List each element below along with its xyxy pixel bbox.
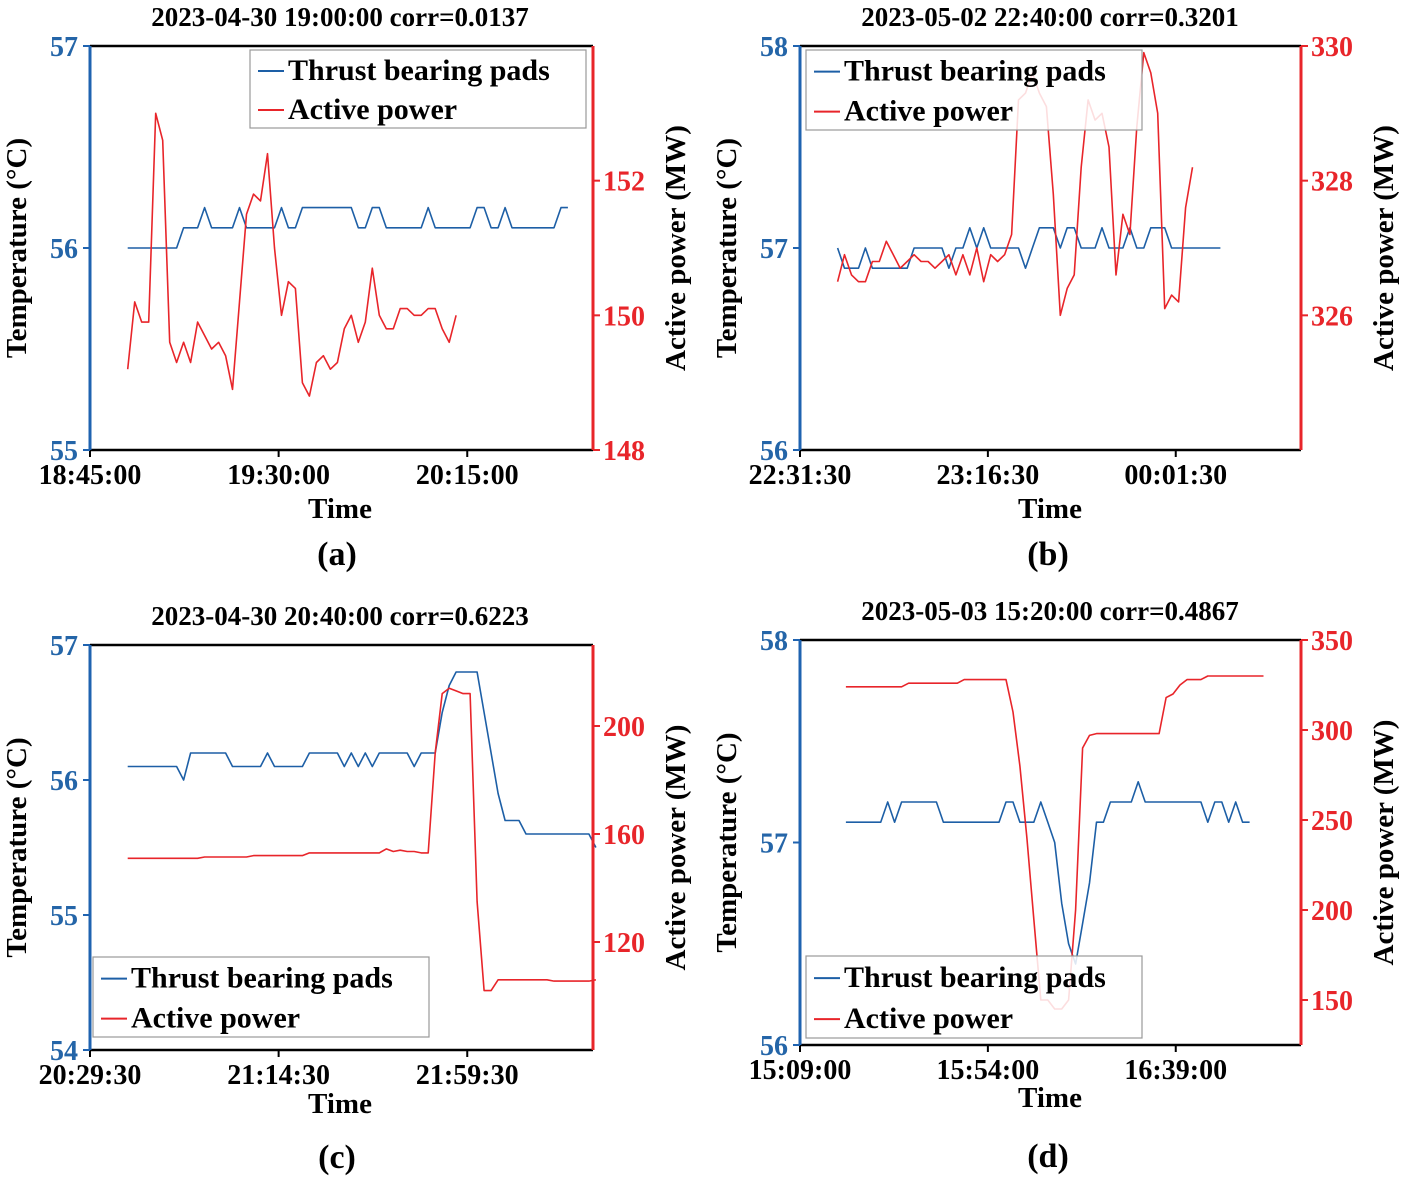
- panel-b: 22:31:30 23:16:30 00:01:30 56 57 58 326 328 330 2…: [711, 2, 1400, 573]
- left-y-tick-label: 55: [50, 436, 78, 467]
- x-axis-label: Time: [1018, 493, 1082, 525]
- right-y-tick-label: 160: [603, 820, 645, 851]
- panel-label: (a): [317, 536, 357, 573]
- legend-temperature-label: Thrust bearing pads: [844, 55, 1106, 88]
- temperature-series-line: [836, 227, 1221, 270]
- x-axis-label: Time: [308, 1088, 372, 1120]
- right-y-tick-label: 328: [1311, 167, 1353, 198]
- temperature-series-line: [845, 780, 1250, 965]
- panel-label: (c): [318, 1139, 356, 1176]
- x-tick-label: 20:29:30: [39, 1060, 142, 1091]
- left-y-tick-label: 56: [760, 1031, 788, 1062]
- right-y-tick-label: 200: [603, 712, 645, 743]
- legend: Thrust bearing pads Active power: [92, 956, 430, 1038]
- panel-d: 15:09:00 15:54:00 16:39:00 56 57 58 150 200 250 3…: [711, 596, 1400, 1175]
- right-y-tick-label: 350: [1311, 626, 1353, 657]
- x-tick-label: 15:09:00: [749, 1055, 852, 1086]
- panel-label: (d): [1027, 1138, 1069, 1175]
- legend-box: [805, 49, 1143, 131]
- left-y-tick-label: 57: [50, 631, 78, 662]
- right-y-tick-label: 300: [1311, 716, 1353, 747]
- legend-power-label: Active power: [131, 1002, 300, 1035]
- right-y-tick-label: 330: [1311, 32, 1353, 63]
- right-y-tick-label: 150: [603, 301, 645, 332]
- x-axis-label: Time: [1018, 1082, 1082, 1114]
- chart-title: 2023-05-02 22:40:00 corr=0.3201: [861, 2, 1239, 32]
- right-y-tick-label: 326: [1311, 301, 1353, 332]
- legend-temperature-label: Thrust bearing pads: [844, 961, 1106, 994]
- panel-label: (b): [1027, 536, 1069, 573]
- right-y-tick-label: 200: [1311, 896, 1353, 927]
- right-y-tick-label: 250: [1311, 806, 1353, 837]
- legend-box: [805, 955, 1143, 1039]
- left-y-axis-label: Temperature (°C): [1, 138, 33, 358]
- right-y-axis-label: Active power (MW): [1368, 720, 1400, 966]
- x-tick-label: 15:54:00: [937, 1055, 1040, 1086]
- left-y-tick-label: 55: [50, 901, 78, 932]
- chart-title: 2023-05-03 15:20:00 corr=0.4867: [861, 596, 1239, 626]
- power-series-line: [836, 51, 1194, 317]
- x-tick-label: 23:16:30: [937, 460, 1040, 491]
- left-y-tick-label: 57: [50, 32, 78, 63]
- temperature-series-line: [127, 206, 568, 249]
- left-y-tick-label: 58: [760, 626, 788, 657]
- legend-temperature-label: Thrust bearing pads: [288, 54, 550, 87]
- left-y-axis-label: Temperature (°C): [1, 737, 33, 957]
- x-tick-label: 16:39:00: [1124, 1055, 1227, 1086]
- legend: Thrust bearing pads Active power: [805, 955, 1143, 1039]
- panel-c: 20:29:30 21:14:30 21:59:30 54 55 56 57 120 160 20…: [1, 601, 692, 1176]
- left-y-tick-label: 56: [760, 436, 788, 467]
- right-y-tick-label: 150: [1311, 986, 1353, 1017]
- x-tick-label: 21:59:30: [416, 1060, 519, 1091]
- temperature-series-line: [127, 671, 597, 848]
- legend-box: [92, 956, 430, 1038]
- x-tick-label: 18:45:00: [39, 460, 142, 491]
- chart-title: 2023-04-30 20:40:00 corr=0.6223: [151, 601, 529, 631]
- legend: Thrust bearing pads Active power: [249, 49, 587, 129]
- x-tick-label: 19:30:00: [227, 460, 330, 491]
- x-tick-label: 20:15:00: [416, 460, 519, 491]
- power-series-line: [126, 112, 457, 397]
- right-y-axis-label: Active power (MW): [660, 725, 692, 971]
- legend: Thrust bearing pads Active power: [805, 49, 1143, 131]
- left-y-tick-label: 56: [50, 766, 78, 797]
- legend-power-label: Active power: [844, 95, 1013, 128]
- right-y-tick-label: 148: [603, 436, 645, 467]
- left-y-tick-label: 57: [760, 234, 788, 265]
- chart-title: 2023-04-30 19:00:00 corr=0.0137: [151, 2, 529, 32]
- left-y-tick-label: 54: [50, 1036, 78, 1067]
- left-y-axis-label: Temperature (°C): [711, 138, 743, 358]
- right-y-axis-label: Active power (MW): [1368, 125, 1400, 371]
- power-series-line: [127, 687, 597, 992]
- left-y-tick-label: 58: [760, 32, 788, 63]
- right-y-tick-label: 120: [603, 928, 645, 959]
- left-y-tick-label: 56: [50, 234, 78, 265]
- x-tick-label: 22:31:30: [749, 460, 852, 491]
- left-y-tick-label: 57: [760, 829, 788, 860]
- legend-power-label: Active power: [844, 1002, 1013, 1035]
- right-y-tick-label: 152: [603, 167, 645, 198]
- left-y-axis-label: Temperature (°C): [711, 732, 743, 952]
- x-axis-label: Time: [308, 493, 372, 525]
- panel-a: 18:45:00 19:30:00 20:15:00 55 56 57 148 150 152 2…: [1, 2, 692, 573]
- right-y-axis-label: Active power (MW): [660, 125, 692, 371]
- legend-power-label: Active power: [288, 93, 457, 126]
- legend-box: [249, 49, 587, 129]
- legend-temperature-label: Thrust bearing pads: [131, 962, 393, 995]
- x-tick-label: 21:14:30: [227, 1060, 330, 1091]
- x-tick-label: 00:01:30: [1124, 460, 1227, 491]
